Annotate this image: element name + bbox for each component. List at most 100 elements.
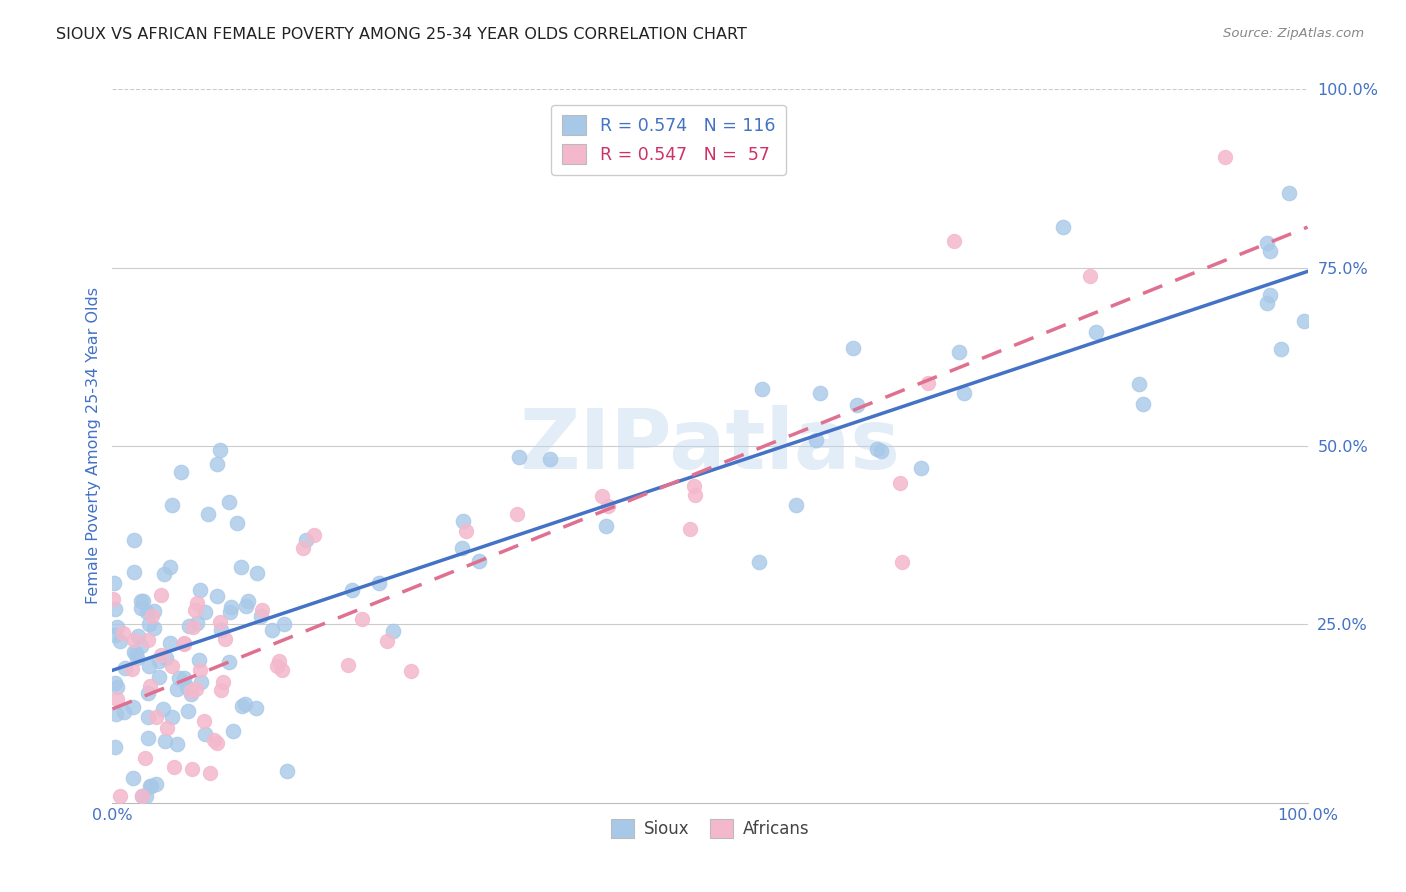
Point [591,489,613,503]
Point [399,664,422,678]
Point [538,451,561,466]
Point [198,765,221,780]
Point [159,560,181,574]
Point [270,663,292,677]
Text: ZIPatlas: ZIPatlas [520,406,900,486]
Point [262,624,284,638]
Point [139,779,162,793]
Point [214,632,236,646]
Point [1213,150,1236,164]
Point [145,709,167,723]
Point [110,633,132,648]
Point [134,750,156,764]
Point [176,681,198,695]
Point [889,476,911,491]
Point [122,771,145,785]
Point [506,508,529,522]
Point [226,516,249,531]
Point [246,566,269,580]
Point [1258,244,1281,259]
Text: Source: ZipAtlas.com: Source: ZipAtlas.com [1223,27,1364,40]
Point [273,617,295,632]
Point [197,507,219,521]
Point [162,498,184,512]
Point [342,583,364,598]
Point [173,637,195,651]
Point [845,399,868,413]
Point [136,731,159,746]
Point [176,704,198,718]
Point [785,498,807,512]
Point [184,603,207,617]
Point [209,615,232,629]
Text: SIOUX VS AFRICAN FEMALE POVERTY AMONG 25-34 YEAR OLDS CORRELATION CHART: SIOUX VS AFRICAN FEMALE POVERTY AMONG 25… [56,27,747,42]
Point [910,460,932,475]
Point [122,633,145,648]
Point [267,654,290,668]
Point [450,541,472,555]
Point [233,697,256,711]
Point [218,495,240,509]
Point [209,623,232,637]
Point [352,612,374,626]
Point [190,675,212,690]
Point [131,789,153,803]
Point [180,684,202,698]
Point [135,789,157,803]
Point [806,433,828,447]
Point [122,645,145,659]
Point [866,442,889,456]
Point [112,705,135,719]
Point [129,594,152,608]
Point [235,599,257,613]
Point [155,734,177,748]
Point [114,661,136,675]
Point [337,657,360,672]
Point [186,596,208,610]
Point [375,633,398,648]
Point [177,619,200,633]
Point [104,675,127,690]
Point [1132,397,1154,411]
Point [245,701,267,715]
Point [148,654,170,668]
Point [155,651,177,665]
Point [1260,287,1282,301]
Point [107,692,129,706]
Point [156,721,179,735]
Point [808,386,831,401]
Point [104,628,127,642]
Point [598,499,620,513]
Point [184,682,207,697]
Point [953,386,976,401]
Point [121,662,143,676]
Point [870,444,893,458]
Point [163,760,186,774]
Point [748,555,770,569]
Point [250,602,273,616]
Point [231,699,253,714]
Point [169,671,191,685]
Point [218,655,240,669]
Point [103,591,125,606]
Point [842,341,865,355]
Point [180,687,202,701]
Point [202,732,225,747]
Point [105,681,128,695]
Point [127,629,149,643]
Point [943,234,966,248]
Point [454,524,477,539]
Point [218,606,240,620]
Point [508,450,530,464]
Point [208,442,231,457]
Point [1085,325,1108,339]
Point [193,605,215,619]
Point [142,604,165,618]
Point [207,590,229,604]
Point [166,737,188,751]
Point [105,620,128,634]
Point [104,707,127,722]
Point [250,609,273,624]
Point [136,709,159,723]
Point [236,594,259,608]
